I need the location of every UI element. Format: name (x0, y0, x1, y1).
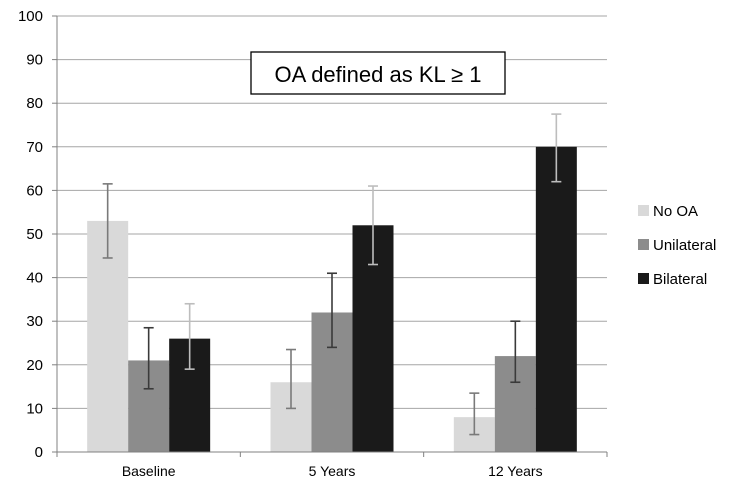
y-tick-label: 80 (26, 95, 43, 112)
y-tick-label: 20 (26, 357, 43, 374)
y-tick-label: 100 (18, 8, 43, 25)
legend-swatch (638, 239, 649, 250)
legend: No OA Unilateral Bilateral (638, 203, 716, 288)
error-bars (102, 113, 562, 436)
x-tick-label: Baseline (122, 463, 176, 479)
y-tick-label: 50 (26, 226, 43, 243)
axes: 0 10 20 30 40 50 60 70 80 90 100 Baseline 5 Years 12 … (18, 8, 608, 479)
legend-label: No OA (653, 203, 698, 220)
y-tick-label: 10 (26, 400, 43, 417)
y-tick-label: 60 (26, 182, 43, 199)
bar (535, 146, 577, 453)
legend-label: Unilateral (653, 237, 716, 254)
annotation-text: OA defined as KL ≥ 1 (275, 62, 482, 87)
x-tick-label: 5 Years (309, 463, 356, 479)
y-tick-label: 30 (26, 313, 43, 330)
x-tick-label: 12 Years (488, 463, 543, 479)
y-tick-label: 90 (26, 52, 43, 69)
annotation-box (250, 51, 506, 95)
chart-annotation: OA defined as KL ≥ 1 (250, 51, 506, 95)
legend-label: Bilateral (653, 271, 707, 288)
y-tick-label: 40 (26, 270, 43, 287)
legend-swatch (638, 205, 649, 216)
legend-swatch (638, 273, 649, 284)
y-tick-label: 0 (35, 444, 43, 461)
bar (87, 220, 129, 452)
y-tick-label: 70 (26, 139, 43, 156)
